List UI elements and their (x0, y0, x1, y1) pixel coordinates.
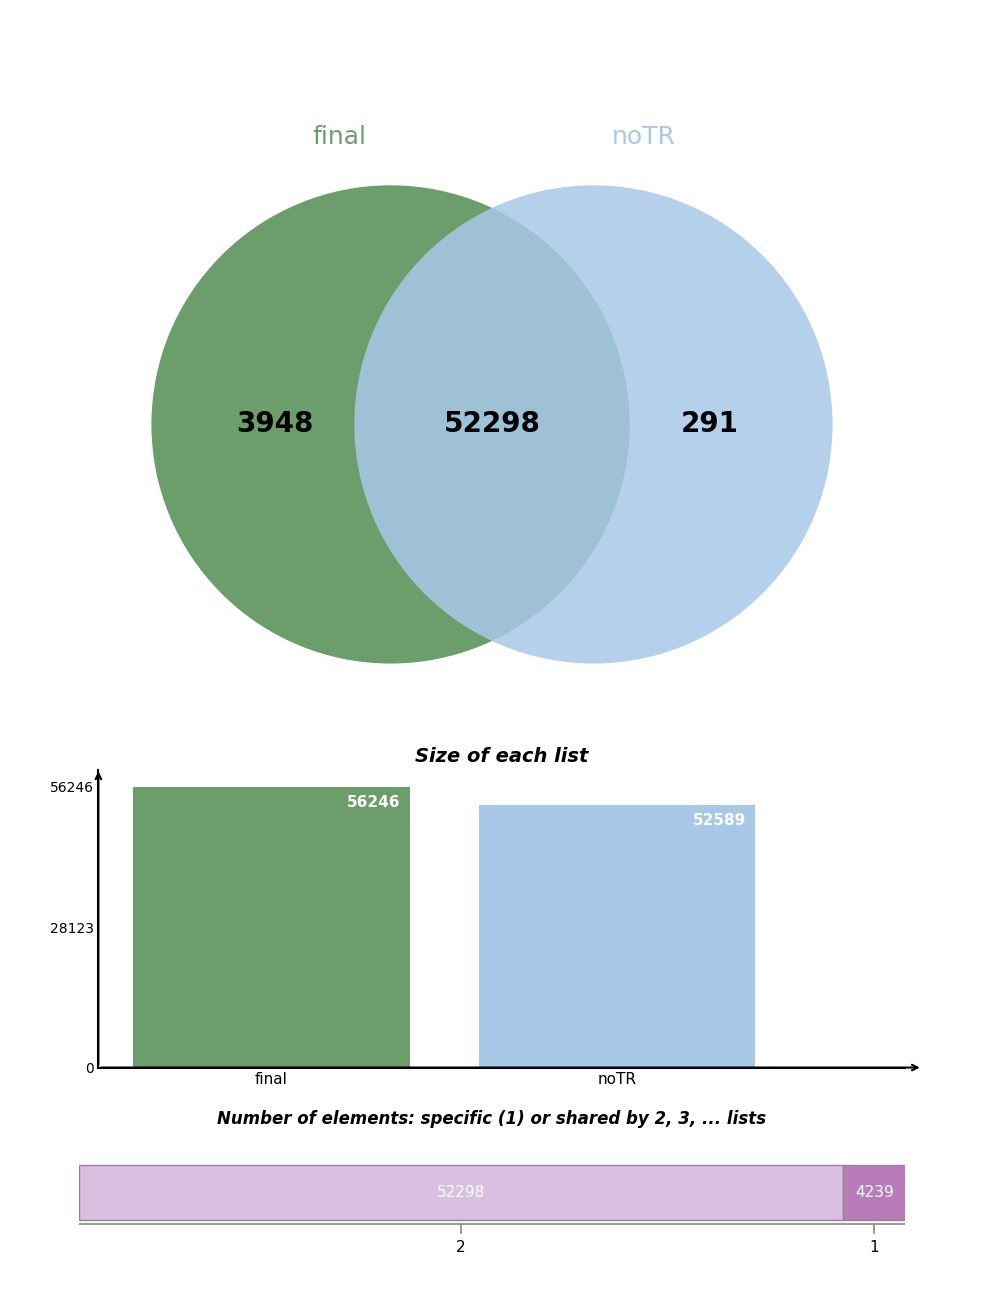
Circle shape (152, 185, 630, 664)
Title: Size of each list: Size of each list (415, 747, 588, 766)
Bar (479, 805, 756, 1068)
Text: 52589: 52589 (693, 813, 746, 828)
Bar (133, 787, 409, 1068)
Bar (79, 1165, 843, 1219)
Text: final: final (313, 126, 367, 149)
Bar (843, 1165, 905, 1219)
Text: 4239: 4239 (855, 1185, 893, 1200)
Text: noTR: noTR (612, 126, 676, 149)
Text: 3948: 3948 (236, 410, 313, 439)
Text: 2: 2 (457, 1240, 465, 1254)
Text: 52298: 52298 (444, 410, 540, 439)
Text: Number of elements: specific (1) or shared by 2, 3, ... lists: Number of elements: specific (1) or shar… (217, 1110, 767, 1128)
Text: 52298: 52298 (437, 1185, 485, 1200)
Text: 291: 291 (681, 410, 738, 439)
Text: 1: 1 (870, 1240, 879, 1254)
Text: 56246: 56246 (347, 796, 400, 810)
Circle shape (354, 185, 832, 664)
